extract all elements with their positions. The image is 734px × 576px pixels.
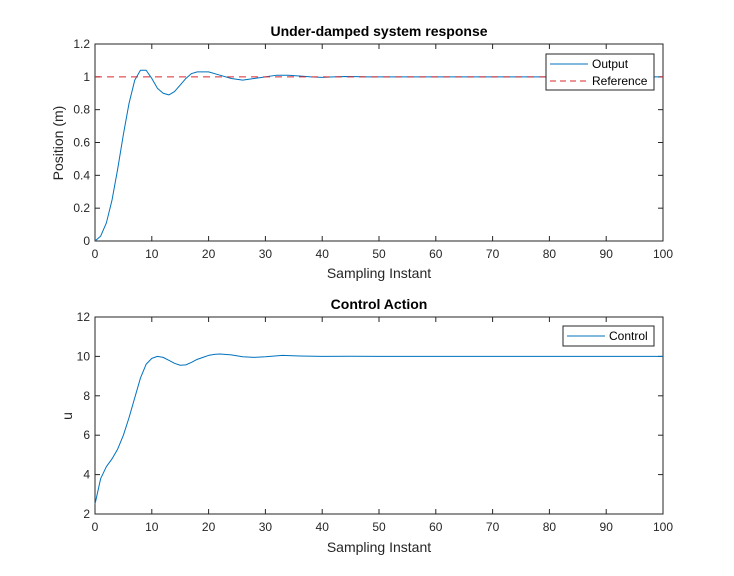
y-tick-label: 0.8: [73, 103, 90, 117]
x-tick-label: 80: [543, 520, 557, 534]
legend-output-label: Output: [592, 57, 629, 71]
y-tick-label: 1.2: [73, 37, 90, 51]
chart-1-legend-box: [545, 53, 655, 91]
x-tick-label: 90: [600, 520, 614, 534]
x-tick-label: 100: [653, 247, 673, 261]
x-tick-label: 50: [372, 247, 386, 261]
y-tick-label: 6: [83, 428, 90, 442]
chart-2-axes-box: [94, 316, 664, 515]
x-tick-label: 0: [92, 520, 99, 534]
chart-1-xlabel: Sampling Instant: [327, 265, 431, 281]
chart-2-legend: Control: [562, 325, 655, 347]
x-tick-label: 40: [316, 520, 330, 534]
x-tick-label: 0: [92, 247, 99, 261]
y-tick-label: 1: [83, 70, 90, 84]
y-tick-label: 8: [83, 389, 90, 403]
chart-2-xlabel: Sampling Instant: [327, 539, 431, 555]
x-tick-label: 70: [486, 520, 500, 534]
x-tick-label: 40: [316, 247, 330, 261]
x-tick-label: 60: [429, 520, 443, 534]
x-tick-label: 80: [543, 247, 557, 261]
chart-2-legend-box: [562, 325, 655, 347]
y-tick-label: 10: [77, 349, 91, 363]
x-tick-label: 30: [259, 520, 273, 534]
chart-2-title: Control Action: [331, 296, 428, 312]
chart-1: Under-damped system response Sampling In…: [50, 23, 488, 281]
x-tick-label: 90: [600, 247, 614, 261]
x-tick-label: 10: [145, 247, 159, 261]
x-tick-label: 20: [202, 247, 216, 261]
chart-2: Control Action Sampling Instant u: [59, 296, 431, 555]
chart-1-ylabel: Position (m): [50, 106, 66, 181]
x-tick-label: 50: [372, 520, 386, 534]
y-tick-label: 0.6: [73, 136, 90, 150]
x-tick-label: 20: [202, 520, 216, 534]
series-output-line: [94, 69, 663, 242]
chart-2-plot: 0 10 20 30 40 50 60 70 80 90 100 2 4 6 8 10 12: [77, 310, 674, 534]
y-tick-label: 0.2: [73, 201, 90, 215]
x-tick-label: 10: [145, 520, 159, 534]
chart-1-legend: Output Reference: [545, 53, 655, 91]
series-control-line: [94, 353, 663, 505]
y-tick-label: 0: [83, 234, 90, 248]
x-tick-label: 60: [429, 247, 443, 261]
chart-1-title: Under-damped system response: [270, 23, 487, 39]
y-tick-label: 4: [83, 468, 90, 482]
y-tick-label: 0.4: [73, 168, 90, 182]
y-tick-label: 12: [77, 310, 91, 324]
legend-reference-label: Reference: [592, 74, 648, 88]
x-tick-label: 100: [653, 520, 673, 534]
legend-control-label: Control: [609, 329, 648, 343]
y-tick-label: 2: [83, 507, 90, 521]
x-tick-label: 30: [259, 247, 273, 261]
chart-2-ylabel: u: [59, 412, 75, 420]
x-tick-label: 70: [486, 247, 500, 261]
